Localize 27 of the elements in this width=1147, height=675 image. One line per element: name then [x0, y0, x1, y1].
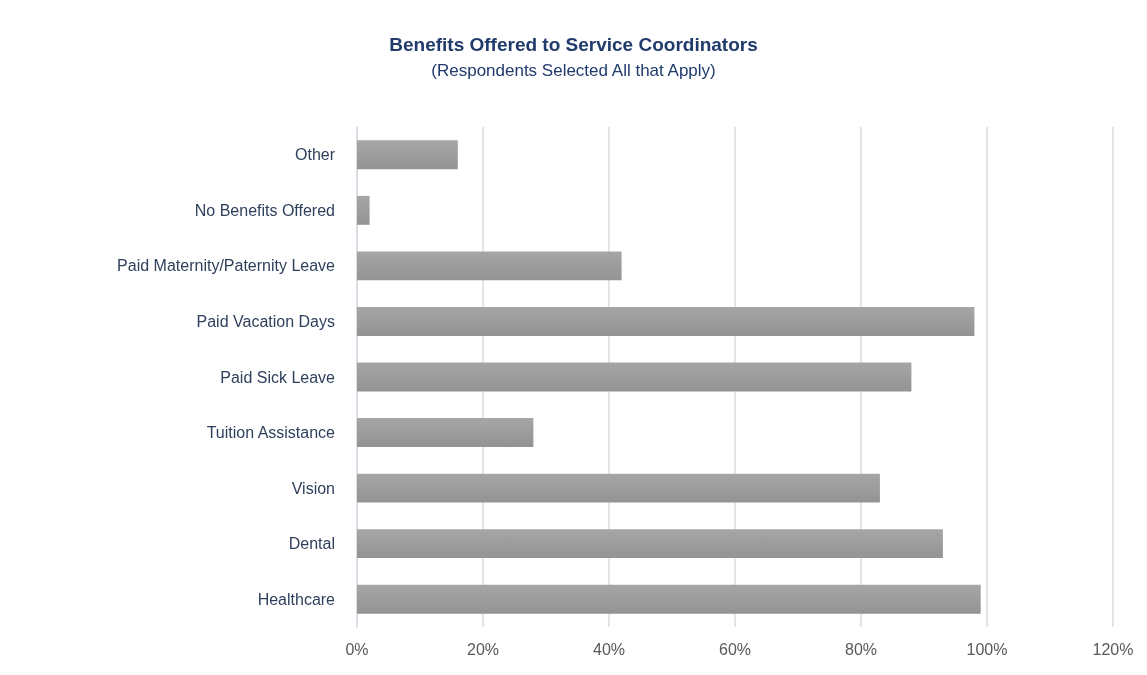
bar — [357, 473, 880, 503]
chart-title: Benefits Offered to Service Coordinators — [389, 34, 758, 55]
bar — [357, 195, 370, 225]
bar — [357, 418, 534, 447]
y-tick-label: Dental — [288, 535, 335, 553]
y-tick-label: Other — [294, 146, 336, 164]
bar — [357, 584, 981, 614]
x-tick-label: 0% — [345, 640, 369, 658]
x-tick-label: 60% — [718, 640, 752, 658]
y-tick-label: No Benefits Offered — [194, 201, 335, 219]
y-tick-label: Paid Maternity/Paternity Leave — [117, 257, 336, 275]
y-tick-label: Paid Vacation Days — [196, 312, 335, 330]
bar — [357, 307, 975, 336]
y-tick-label: Healthcare — [257, 590, 336, 608]
y-tick-label: Tuition Assistance — [206, 424, 336, 442]
x-tick-label: 20% — [466, 640, 500, 658]
x-tick-label: 100% — [966, 640, 1008, 658]
bar — [357, 140, 458, 170]
y-tick-label: Vision — [291, 479, 335, 497]
y-tick-label: Paid Sick Leave — [220, 368, 336, 386]
x-tick-label: 80% — [844, 640, 878, 658]
bar — [357, 251, 622, 281]
bar — [357, 529, 943, 559]
x-tick-label: 40% — [592, 640, 626, 658]
bar — [357, 362, 912, 392]
chart-subtitle: (Respondents Selected All that Apply) — [431, 61, 716, 80]
x-tick-label: 120% — [1092, 640, 1134, 658]
